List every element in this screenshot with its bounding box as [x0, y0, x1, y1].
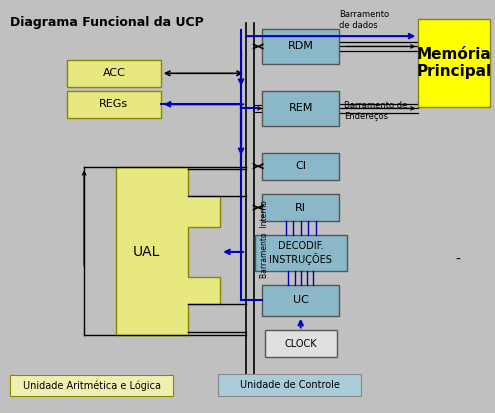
- Bar: [10, 375, 173, 396]
- Bar: [262, 285, 339, 316]
- Text: Diagrama Funcional da UCP: Diagrama Funcional da UCP: [10, 16, 203, 29]
- Bar: [262, 91, 339, 126]
- Bar: [262, 194, 339, 221]
- Text: ACC: ACC: [102, 68, 125, 78]
- Text: CI: CI: [295, 161, 306, 171]
- Text: Barramento
de dados: Barramento de dados: [339, 10, 389, 30]
- Text: Unidade Aritmética e Lógica: Unidade Aritmética e Lógica: [23, 380, 160, 391]
- Bar: [265, 330, 337, 357]
- Text: RI: RI: [295, 202, 306, 213]
- Bar: [418, 19, 490, 107]
- Text: UC: UC: [293, 295, 309, 306]
- Text: Unidade de Controle: Unidade de Controle: [240, 380, 340, 390]
- Bar: [67, 91, 161, 118]
- Text: REGs: REGs: [99, 99, 128, 109]
- Text: Barramento de
Endereços: Barramento de Endereços: [344, 101, 407, 121]
- Bar: [262, 29, 339, 64]
- Text: Memória
Principal: Memória Principal: [417, 47, 492, 79]
- Polygon shape: [116, 167, 220, 335]
- Bar: [262, 153, 339, 180]
- Text: RDM: RDM: [288, 41, 314, 52]
- Text: REM: REM: [289, 103, 313, 114]
- Bar: [218, 374, 361, 396]
- Text: -: -: [455, 253, 460, 267]
- Bar: [67, 60, 161, 87]
- Text: Barramento  Interno: Barramento Interno: [260, 201, 269, 278]
- Bar: [255, 235, 346, 271]
- Text: UAL: UAL: [132, 245, 160, 259]
- Text: DECODIF.
INSTRUÇÕES: DECODIF. INSTRUÇÕES: [269, 241, 332, 265]
- Text: CLOCK: CLOCK: [285, 339, 317, 349]
